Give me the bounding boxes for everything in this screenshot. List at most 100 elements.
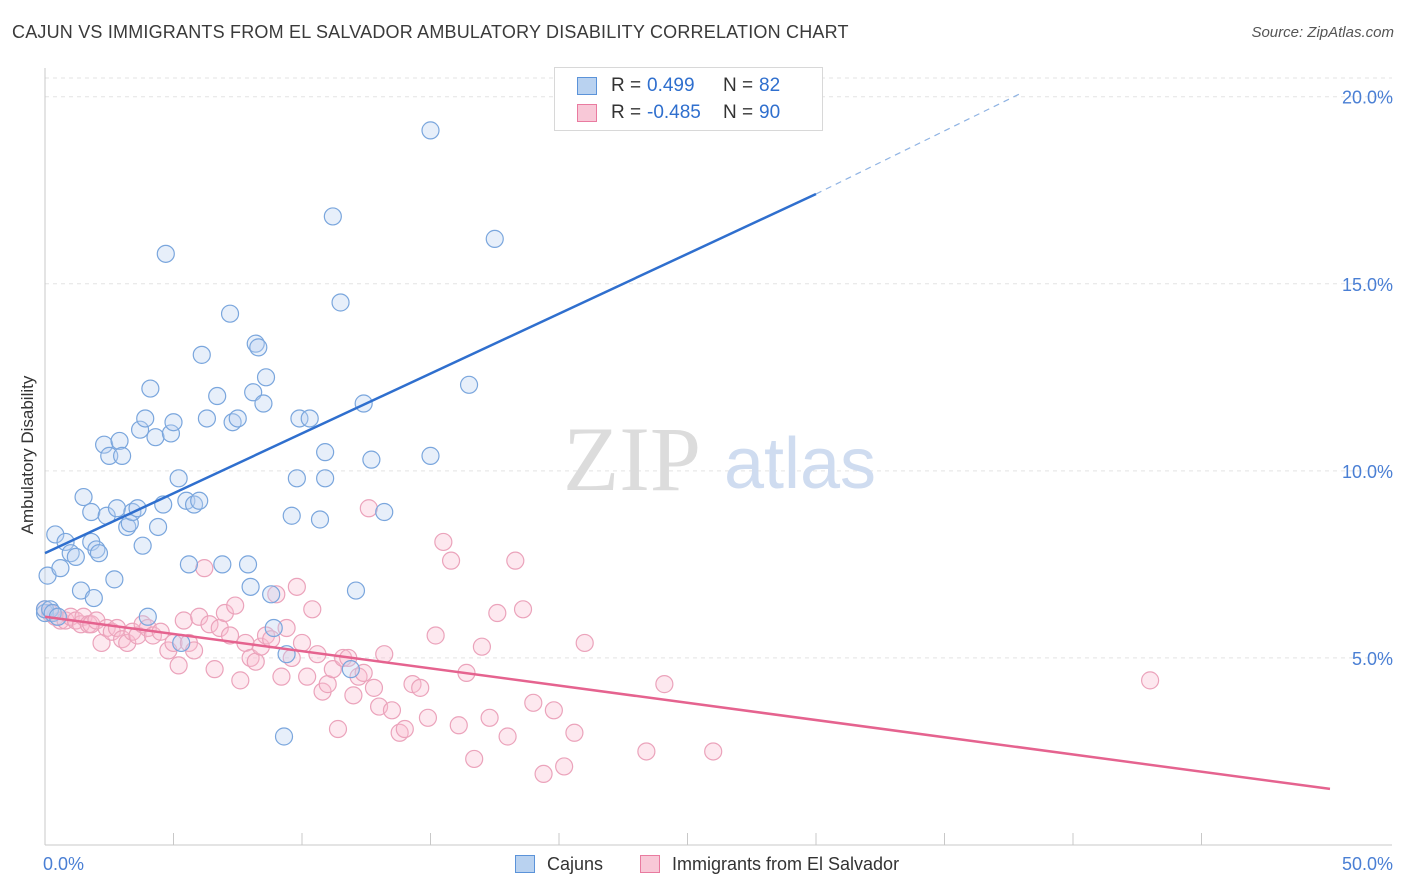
cajun-point bbox=[190, 491, 209, 510]
cajun-point bbox=[130, 420, 150, 439]
cajun-point bbox=[256, 368, 276, 387]
salvador-point bbox=[215, 603, 234, 623]
salvador-point bbox=[118, 633, 137, 653]
salvador-point bbox=[231, 671, 250, 690]
salvador-point bbox=[575, 633, 594, 653]
salvador-point bbox=[637, 742, 656, 761]
cajun-point bbox=[264, 618, 283, 638]
cajun-point bbox=[300, 409, 319, 428]
trend-lines bbox=[44, 92, 1331, 791]
cajun-point bbox=[287, 469, 306, 488]
bottom-legend-cajuns-label: Cajuns bbox=[547, 853, 604, 874]
salvador-point bbox=[277, 618, 296, 638]
cajun-point bbox=[66, 547, 85, 567]
cajun-point bbox=[138, 607, 157, 626]
salvador-point bbox=[190, 607, 209, 626]
cajun-point bbox=[362, 450, 381, 469]
legend-n-key: N = bbox=[723, 102, 754, 123]
salvador-point bbox=[488, 603, 507, 623]
cajun-point bbox=[244, 383, 263, 402]
salvador-trend-line bbox=[44, 615, 1331, 791]
y-tick-label: 5.0% bbox=[1352, 649, 1393, 669]
legend-n-value: 90 bbox=[759, 102, 781, 123]
cajun-point bbox=[228, 409, 247, 428]
salvador-point bbox=[169, 656, 188, 675]
salvador-point bbox=[426, 626, 445, 645]
salvador-point bbox=[513, 600, 533, 619]
cajun-point bbox=[197, 409, 217, 428]
salvador-point bbox=[298, 667, 317, 686]
salvador-point bbox=[323, 660, 342, 679]
cajun-point bbox=[82, 502, 101, 522]
cajun-point bbox=[421, 121, 440, 140]
legend-row-salvador: R = -0.485 N = 90 bbox=[577, 101, 780, 125]
salvador-point bbox=[565, 723, 584, 742]
cajun-point bbox=[192, 345, 211, 364]
bottom-swatch-pink bbox=[640, 855, 660, 873]
cajun-point bbox=[262, 585, 281, 604]
salvador-point bbox=[382, 701, 402, 720]
cajun-point bbox=[316, 443, 335, 462]
cajun-point bbox=[459, 375, 479, 394]
salvador-point bbox=[344, 686, 363, 705]
watermark-atlas: atlas bbox=[724, 424, 876, 504]
cajuns-trend-line bbox=[44, 192, 817, 555]
chart-title: CAJUN VS IMMIGRANTS FROM EL SALVADOR AMB… bbox=[12, 22, 849, 42]
cajuns-trend-extension bbox=[815, 92, 1022, 195]
salvador-point bbox=[200, 615, 219, 634]
bottom-legend-salvador-label: Immigrants from El Salvador bbox=[672, 853, 900, 874]
series-cajuns-points bbox=[35, 121, 504, 746]
legend-r-key: R = bbox=[611, 102, 642, 123]
bottom-swatch-blue bbox=[515, 855, 535, 873]
salvador-point bbox=[544, 701, 563, 720]
cajun-point bbox=[316, 469, 335, 488]
cajun-point bbox=[254, 394, 273, 413]
bottom-legend-salvador: Immigrants from El Salvador bbox=[640, 852, 899, 876]
cajun-point bbox=[310, 510, 330, 529]
salvador-point bbox=[655, 675, 674, 694]
legend-r-value: 0.499 bbox=[647, 75, 695, 96]
salvador-point bbox=[272, 667, 291, 686]
salvador-point bbox=[195, 559, 214, 578]
salvador-point bbox=[226, 596, 245, 615]
salvador-point bbox=[359, 499, 378, 518]
salvador-point bbox=[395, 719, 414, 739]
salvador-point bbox=[418, 708, 438, 727]
cajun-point bbox=[46, 525, 65, 544]
cajun-point bbox=[375, 502, 394, 522]
legend-swatch-blue bbox=[577, 77, 597, 95]
cajun-point bbox=[290, 409, 309, 428]
y-tick-label: 20.0% bbox=[1342, 88, 1393, 108]
salvador-point bbox=[434, 532, 453, 552]
salvador-point bbox=[534, 764, 553, 784]
salvador-point bbox=[1140, 671, 1160, 690]
legend-n-value: 82 bbox=[759, 75, 781, 96]
cajun-point bbox=[110, 431, 129, 451]
legend-r-value: -0.485 bbox=[647, 102, 701, 123]
salvador-point bbox=[472, 637, 491, 656]
salvador-point bbox=[267, 585, 286, 604]
stats-legend: R = 0.499 N = 82 R = -0.485 N = 90 bbox=[554, 67, 823, 131]
series-salvador-points bbox=[35, 499, 1160, 784]
cajun-point bbox=[179, 555, 199, 574]
cajun-point bbox=[485, 229, 504, 248]
y-axis-label: Ambulatory Disability bbox=[18, 375, 37, 535]
cajun-point bbox=[323, 207, 342, 226]
salvador-point bbox=[441, 551, 461, 570]
cajun-point bbox=[146, 428, 165, 447]
legend-r-key: R = bbox=[611, 75, 642, 96]
cajun-point bbox=[274, 727, 294, 746]
cajun-point bbox=[100, 446, 119, 465]
salvador-point bbox=[555, 757, 574, 776]
legend-n-key: N = bbox=[723, 75, 754, 96]
bottom-legend-cajuns: Cajuns bbox=[515, 852, 603, 876]
cajun-point bbox=[164, 413, 183, 432]
salvador-point bbox=[328, 719, 348, 739]
salvador-point bbox=[449, 716, 468, 735]
cajun-point bbox=[51, 559, 70, 578]
y-tick-label: 15.0% bbox=[1342, 275, 1393, 295]
cajun-point bbox=[341, 660, 360, 679]
salvador-point bbox=[411, 678, 430, 697]
tick-labels: 5.0% 10.0% 15.0% 20.0% 0.0% 50.0% bbox=[43, 88, 1393, 874]
